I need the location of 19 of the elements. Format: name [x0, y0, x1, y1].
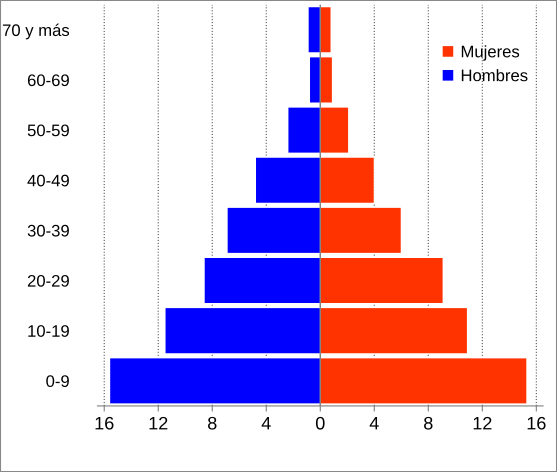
y-tick-label: 40-49 — [27, 174, 69, 186]
x-tick-label: 8 — [424, 416, 433, 430]
x-tick-label: 0 — [316, 416, 325, 430]
x-tick-label: 8 — [208, 416, 216, 430]
y-tick-label: 0-9 — [46, 375, 69, 388]
legend-label: Mujeres — [462, 45, 520, 61]
legend-label: Hombres — [462, 69, 528, 82]
x-tick-label: 16 — [528, 416, 546, 430]
y-tick-label: 20-29 — [28, 274, 69, 287]
x-tick-label: 4 — [262, 417, 271, 430]
y-tick-label: 70 y más — [2, 24, 70, 40]
y-tick-label: 50-59 — [28, 124, 69, 136]
y-tick-label: 60-69 — [28, 74, 69, 86]
x-tick-label: 12 — [474, 416, 492, 430]
y-tick-label: 30-39 — [28, 224, 69, 237]
y-tick-label: 10-19 — [28, 325, 69, 337]
x-tick-label: 16 — [96, 416, 114, 430]
x-tick-label: 4 — [370, 417, 379, 430]
x-tick-label: 12 — [150, 416, 168, 430]
